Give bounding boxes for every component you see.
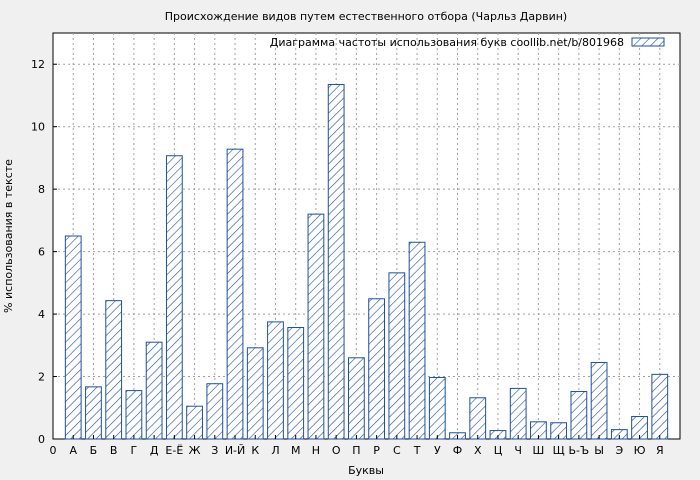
x-tick-label: Ч — [514, 444, 522, 457]
bar — [125, 390, 143, 440]
x-tick-label: П — [352, 444, 360, 457]
bars — [64, 84, 669, 440]
x-tick-label: А — [69, 444, 77, 457]
x-tick-label: Ь-Ъ — [569, 444, 590, 457]
x-tick-label: Ф — [453, 444, 462, 457]
bar — [347, 357, 365, 440]
bar — [226, 148, 244, 440]
x-tick-label: Б — [90, 444, 98, 457]
x-tick-label: К — [251, 444, 259, 457]
x-tick-label: Ы — [594, 444, 604, 457]
x-tick-label: Ю — [634, 444, 646, 457]
x-tick-label: О — [332, 444, 341, 457]
x-tick-label: Л — [271, 444, 279, 457]
y-tick-label: 2 — [38, 371, 45, 384]
y-tick-label: 10 — [31, 121, 45, 134]
x-tick-label: И-Й — [225, 444, 245, 457]
x-tick-label: Т — [413, 444, 421, 457]
bar — [327, 84, 345, 440]
bar — [570, 391, 588, 440]
x-tick-label: У — [434, 444, 441, 457]
chart-title: Происхождение видов путем естественного … — [165, 10, 567, 23]
bar — [307, 213, 325, 440]
x-tick-label: Х — [474, 444, 482, 457]
bar — [186, 405, 203, 440]
x-tick-label: Е-Ё — [165, 444, 183, 457]
x-tick-label: Я — [656, 444, 664, 457]
bar — [145, 341, 163, 440]
bar — [267, 321, 284, 440]
bar — [651, 373, 669, 440]
y-tick-label: 0 — [38, 433, 45, 446]
x-tick-label: Ц — [494, 444, 503, 457]
x-tick-label: Ж — [189, 444, 201, 457]
bar — [368, 298, 386, 440]
x-tick-label: Р — [373, 444, 380, 457]
legend: Диаграмма частоты использования букв coo… — [270, 36, 665, 49]
x-axis-label: Буквы — [348, 464, 384, 477]
bar — [590, 361, 608, 440]
y-tick-label: 4 — [38, 308, 45, 321]
bar — [206, 383, 224, 440]
y-tick-label: 8 — [38, 183, 45, 196]
x-tick-label: Н — [312, 444, 320, 457]
x-tick-label: С — [393, 444, 401, 457]
x-tick-label: З — [211, 444, 218, 457]
bar — [246, 347, 264, 440]
bar — [428, 376, 446, 440]
x-tick-label: Г — [131, 444, 138, 457]
bar — [64, 235, 82, 440]
bar — [509, 387, 527, 440]
x-tick-label: В — [110, 444, 118, 457]
legend-label: Диаграмма частоты использования букв coo… — [270, 36, 624, 49]
bar — [388, 272, 406, 440]
y-axis-label: % использования в тексте — [2, 159, 15, 313]
bar — [408, 241, 426, 440]
x-tick-label: 0 — [50, 444, 57, 457]
x-tick-label: Э — [615, 444, 623, 457]
y-tick-label: 6 — [38, 246, 45, 259]
x-tick-label: М — [291, 444, 301, 457]
y-tick-label: 12 — [31, 58, 45, 71]
bar — [469, 397, 487, 440]
x-tick-label: Ш — [533, 444, 545, 457]
bar — [85, 386, 102, 440]
legend-swatch — [631, 37, 665, 47]
bar — [165, 155, 183, 440]
bar — [287, 327, 305, 440]
x-tick-label: Щ — [553, 444, 565, 457]
bar — [105, 300, 123, 440]
x-tick-label: Д — [150, 444, 159, 457]
